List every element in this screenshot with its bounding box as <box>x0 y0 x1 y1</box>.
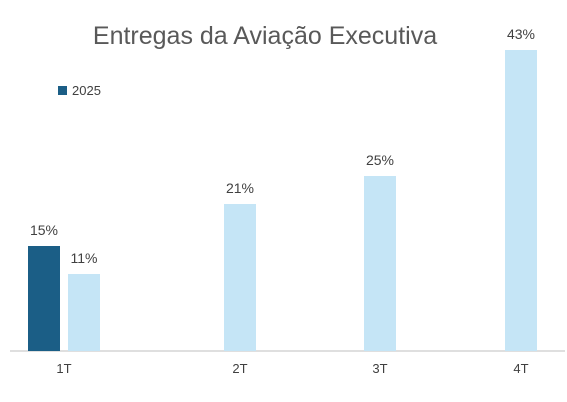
bar-1t-series-0 <box>28 246 60 351</box>
bar-1t-series-1 <box>68 274 100 351</box>
chart-title: Entregas da Aviação Executiva <box>93 22 437 50</box>
data-label-1t-series-0: 15% <box>30 222 58 238</box>
legend-swatch-2025 <box>58 86 67 95</box>
x-tick-labels: 1T 2T 3T 4T <box>56 361 528 376</box>
bar-2t-series-1 <box>224 204 256 351</box>
legend-label-2025: 2025 <box>72 83 101 98</box>
data-label-3t-series-1: 25% <box>366 152 394 168</box>
bar-4t-series-1 <box>505 50 537 351</box>
x-tick-label-4t: 4T <box>513 361 528 376</box>
bars-group <box>28 50 537 351</box>
legend: 2025 <box>58 83 101 98</box>
x-tick-label-2t: 2T <box>232 361 247 376</box>
x-tick-label-3t: 3T <box>372 361 387 376</box>
data-label-4t-series-1: 43% <box>507 26 535 42</box>
data-label-1t-series-1: 11% <box>71 250 98 266</box>
data-label-2t-series-1: 21% <box>226 180 254 196</box>
bar-3t-series-1 <box>364 176 396 351</box>
x-tick-label-1t: 1T <box>56 361 71 376</box>
data-labels-group: 15% 11% 21% 25% 43% <box>30 26 535 266</box>
